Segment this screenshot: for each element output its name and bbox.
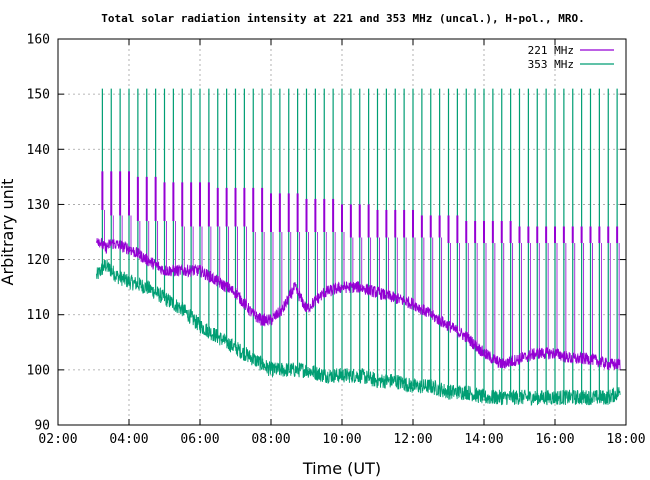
chart-title: Total solar radiation intensity at 221 a…: [101, 12, 584, 25]
x-axis: 02:00 04:00 06:00 08:00 10:00 12:00 14:00 16:00…: [38, 39, 646, 447]
x-tick-label: 04:00: [109, 432, 148, 447]
x-tick-label: 12:00: [393, 432, 432, 447]
x-tick-label: 06:00: [180, 432, 219, 447]
x-tick-label: 10:00: [322, 432, 361, 447]
y-tick-label: 150: [27, 88, 50, 103]
y-tick-label: 120: [27, 253, 50, 268]
series-line-353: [96, 259, 621, 406]
y-tick-label: 110: [27, 308, 50, 323]
series-line-221: [96, 237, 621, 371]
legend-label-221: 221 MHz: [528, 44, 574, 57]
y-tick-label: 90: [34, 419, 50, 434]
y-axis-label: Arbitrary unit: [0, 179, 17, 286]
x-tick-label: 08:00: [251, 432, 290, 447]
x-tick-label: 02:00: [38, 432, 77, 447]
y-tick-label: 130: [27, 198, 50, 213]
y-axis: 90 100 110 120 130 140 150 160: [27, 33, 626, 434]
y-tick-label: 160: [27, 33, 50, 48]
x-axis-label: Time (UT): [302, 459, 381, 478]
y-tick-label: 140: [27, 143, 50, 158]
legend-label-353: 353 MHz: [528, 58, 574, 71]
y-tick-label: 100: [27, 363, 50, 378]
spikes-221: [101, 171, 620, 365]
legend: 221 MHz 353 MHz: [528, 44, 614, 71]
series-layer: [96, 88, 621, 406]
x-tick-label: 14:00: [464, 432, 503, 447]
x-tick-label: 18:00: [606, 432, 645, 447]
x-tick-label: 16:00: [535, 432, 574, 447]
